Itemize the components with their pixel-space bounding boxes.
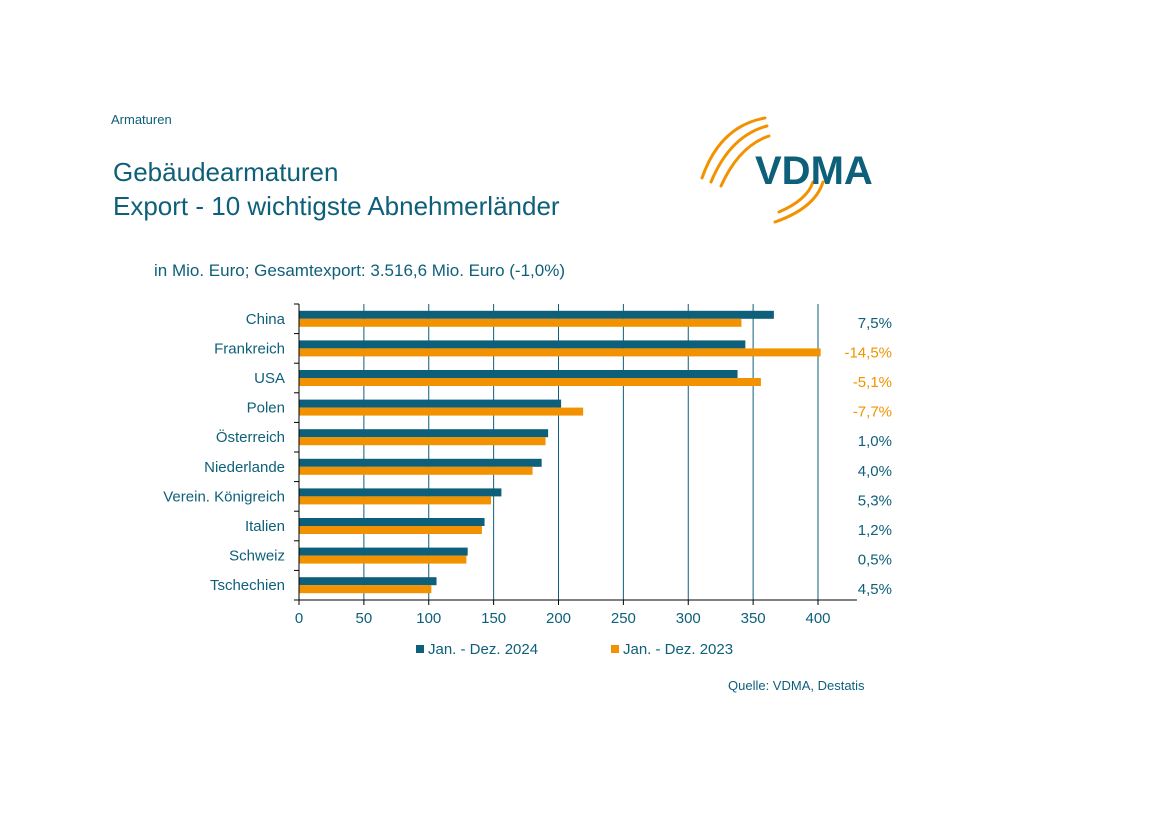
chart-title-line1: Gebäudearmaturen: [113, 157, 339, 187]
x-tick-label: 250: [611, 610, 636, 627]
bar-2024-7: [299, 518, 485, 526]
legend-swatch-2023: [611, 645, 619, 653]
logo-arc-3: [719, 134, 771, 188]
legend-item-2024: Jan. - Dez. 2024: [416, 641, 538, 658]
bar-2023-7: [299, 526, 482, 534]
bar-2024-4: [299, 429, 549, 438]
category-label: Niederlande: [204, 459, 285, 476]
logo-arc-5: [777, 180, 815, 214]
bar-2024-1: [299, 340, 746, 349]
change-label: 5,3%: [858, 492, 892, 509]
bar-2023-2: [299, 378, 761, 386]
category-label: Frankreich: [214, 340, 285, 357]
change-label: -7,7%: [853, 404, 892, 421]
change-label: 1,2%: [858, 522, 892, 539]
chart-title: Gebäudearmaturen Export - 10 wichtigste …: [113, 155, 560, 223]
category-label: Polen: [247, 400, 285, 417]
change-label: 4,5%: [858, 581, 892, 598]
x-tick-label: 150: [481, 610, 506, 627]
chart-subtitle: in Mio. Euro; Gesamtexport: 3.516,6 Mio.…: [154, 261, 566, 280]
category-label: USA: [254, 370, 285, 387]
bar-2023-1: [299, 348, 821, 357]
change-label: -5,1%: [853, 374, 892, 391]
legend-item-2023: Jan. - Dez. 2023: [611, 641, 733, 658]
change-label: -14,5%: [844, 344, 892, 361]
bar-2023-0: [299, 318, 742, 327]
x-tick-label: 200: [546, 610, 571, 627]
bar-2024-0: [299, 310, 774, 319]
bar-2024-9: [299, 577, 437, 586]
x-tick-label: 100: [416, 610, 441, 627]
vdma-logo: VDMA: [700, 116, 873, 224]
section-label: Armaturen: [111, 112, 172, 127]
x-tick-label: 300: [676, 610, 701, 627]
legend-swatch-2024: [416, 645, 424, 653]
bar-2024-5: [299, 458, 542, 467]
category-label: Österreich: [216, 428, 285, 446]
x-tick-label: 50: [356, 610, 373, 627]
change-label: 4,0%: [858, 463, 892, 480]
bar-2023-4: [299, 437, 546, 446]
change-label: 0,5%: [858, 552, 892, 569]
bar-2023-5: [299, 466, 533, 475]
chart-title-line2: Export - 10 wichtigste Abnehmerländer: [113, 191, 560, 221]
logo-arc-4: [773, 180, 825, 224]
category-label: Verein. Königreich: [163, 488, 285, 505]
x-tick-label: 350: [741, 610, 766, 627]
bar-2023-8: [299, 555, 467, 564]
bar-2024-3: [299, 399, 562, 408]
category-label: Italien: [245, 518, 285, 535]
legend-label-2023: Jan. - Dez. 2023: [623, 641, 734, 658]
bar-2023-9: [299, 585, 432, 594]
bar-2024-8: [299, 547, 468, 556]
change-label: 1,0%: [858, 433, 892, 450]
bar-2023-6: [299, 496, 492, 505]
logo-arc-1: [700, 116, 767, 180]
bar-2024-6: [299, 488, 502, 497]
x-tick-label: 400: [805, 610, 830, 627]
source-note: Quelle: VDMA, Destatis: [728, 678, 865, 693]
x-tick-label: 0: [295, 610, 303, 627]
logo-text: VDMA: [755, 149, 873, 193]
logo-arc-2: [709, 124, 769, 184]
legend-label-2024: Jan. - Dez. 2024: [428, 641, 539, 658]
category-label: Tschechien: [210, 577, 285, 594]
category-label: China: [246, 311, 286, 328]
category-label: Schweiz: [229, 548, 285, 565]
bar-2023-3: [299, 407, 584, 416]
change-label: 7,5%: [858, 315, 892, 332]
bar-2024-2: [299, 370, 738, 378]
